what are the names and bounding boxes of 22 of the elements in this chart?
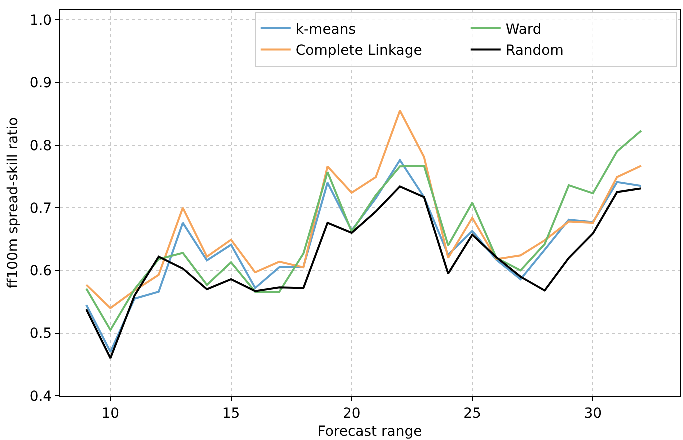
x-tick-label: 10 xyxy=(102,406,120,422)
line-series xyxy=(86,110,642,310)
legend-label: Ward xyxy=(506,22,542,38)
y-tick-label: 0.7 xyxy=(30,200,52,217)
y-tick-label: 1.0 xyxy=(30,12,52,29)
x-tick-label: 30 xyxy=(584,406,602,422)
y-tick-label: 0.8 xyxy=(30,138,52,154)
y-tick-label: 0.4 xyxy=(30,388,52,405)
x-tick-label: 25 xyxy=(464,406,482,422)
line-series xyxy=(86,159,642,354)
x-tick-label: 20 xyxy=(342,406,361,422)
y-tick-label: 0.6 xyxy=(30,264,52,280)
legend-label: k-means xyxy=(296,22,356,38)
x-tick-label: 15 xyxy=(222,406,240,422)
y-axis-title: ff100m spread-skill ratio xyxy=(5,117,22,289)
y-tick-label: 0.5 xyxy=(30,326,52,342)
y-tick-label: 0.9 xyxy=(30,76,52,92)
legend-label: Random xyxy=(506,43,564,60)
line-series xyxy=(86,130,642,332)
x-axis-title: Forecast range xyxy=(318,424,422,440)
line-series xyxy=(86,186,642,360)
legend-label: Complete Linkage xyxy=(296,43,422,60)
